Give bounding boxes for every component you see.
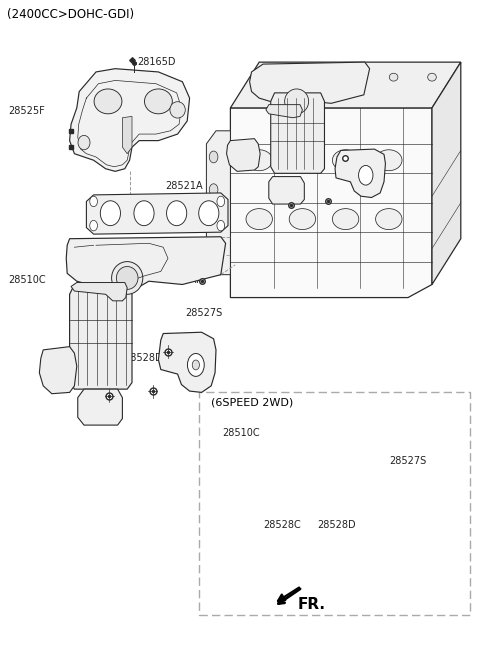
Text: (2400CC>DOHC-GDI): (2400CC>DOHC-GDI) <box>7 8 134 21</box>
Ellipse shape <box>246 150 273 171</box>
Ellipse shape <box>274 73 283 81</box>
Ellipse shape <box>209 184 218 196</box>
Polygon shape <box>206 131 230 275</box>
Ellipse shape <box>217 196 225 207</box>
Ellipse shape <box>217 220 225 231</box>
Text: 28525F: 28525F <box>8 106 45 116</box>
Polygon shape <box>250 62 370 124</box>
Ellipse shape <box>428 73 436 81</box>
Polygon shape <box>230 62 461 108</box>
Ellipse shape <box>78 135 90 150</box>
Text: 28527S: 28527S <box>185 307 222 318</box>
Polygon shape <box>78 389 122 425</box>
Bar <box>199 392 470 615</box>
Ellipse shape <box>285 89 309 114</box>
Ellipse shape <box>111 262 143 294</box>
Polygon shape <box>230 108 432 298</box>
Ellipse shape <box>170 102 185 118</box>
Text: FR.: FR. <box>298 598 325 612</box>
Text: (6SPEED 2WD): (6SPEED 2WD) <box>211 398 293 407</box>
Ellipse shape <box>209 151 218 163</box>
Polygon shape <box>39 347 77 394</box>
Text: 28528C: 28528C <box>263 519 301 530</box>
Polygon shape <box>266 105 302 118</box>
Polygon shape <box>70 69 190 171</box>
Polygon shape <box>271 93 324 173</box>
Ellipse shape <box>94 89 122 114</box>
Text: 28527S: 28527S <box>389 456 426 466</box>
Ellipse shape <box>167 201 187 226</box>
Text: 28510C: 28510C <box>222 428 259 438</box>
Polygon shape <box>335 149 385 198</box>
Polygon shape <box>432 62 461 284</box>
Polygon shape <box>158 332 216 392</box>
Ellipse shape <box>246 209 273 230</box>
Text: 1022AA: 1022AA <box>166 275 204 285</box>
Polygon shape <box>71 283 127 301</box>
Ellipse shape <box>332 209 359 230</box>
Text: 28528D: 28528D <box>317 519 355 530</box>
Text: 28165D: 28165D <box>137 57 175 67</box>
Ellipse shape <box>209 249 218 261</box>
Text: 28528C: 28528C <box>58 353 96 364</box>
Polygon shape <box>227 139 260 171</box>
Polygon shape <box>66 237 226 313</box>
Ellipse shape <box>375 209 402 230</box>
Ellipse shape <box>144 89 172 114</box>
Ellipse shape <box>90 196 97 207</box>
Polygon shape <box>86 193 228 234</box>
Text: 28521A: 28521A <box>166 181 203 192</box>
Polygon shape <box>269 177 304 204</box>
Text: 28528D: 28528D <box>124 353 162 364</box>
Ellipse shape <box>192 360 199 370</box>
Polygon shape <box>70 284 132 389</box>
Ellipse shape <box>389 73 398 81</box>
Ellipse shape <box>332 150 359 171</box>
Ellipse shape <box>209 216 218 228</box>
Ellipse shape <box>187 353 204 377</box>
Ellipse shape <box>134 201 154 226</box>
Ellipse shape <box>199 201 219 226</box>
Ellipse shape <box>351 73 360 81</box>
Ellipse shape <box>117 267 138 289</box>
Ellipse shape <box>359 165 373 185</box>
Ellipse shape <box>90 220 97 231</box>
Ellipse shape <box>100 201 120 226</box>
Ellipse shape <box>375 150 402 171</box>
Ellipse shape <box>289 150 316 171</box>
Text: 28510C: 28510C <box>8 275 46 285</box>
Ellipse shape <box>289 209 316 230</box>
Polygon shape <box>122 116 132 154</box>
Ellipse shape <box>312 73 321 81</box>
